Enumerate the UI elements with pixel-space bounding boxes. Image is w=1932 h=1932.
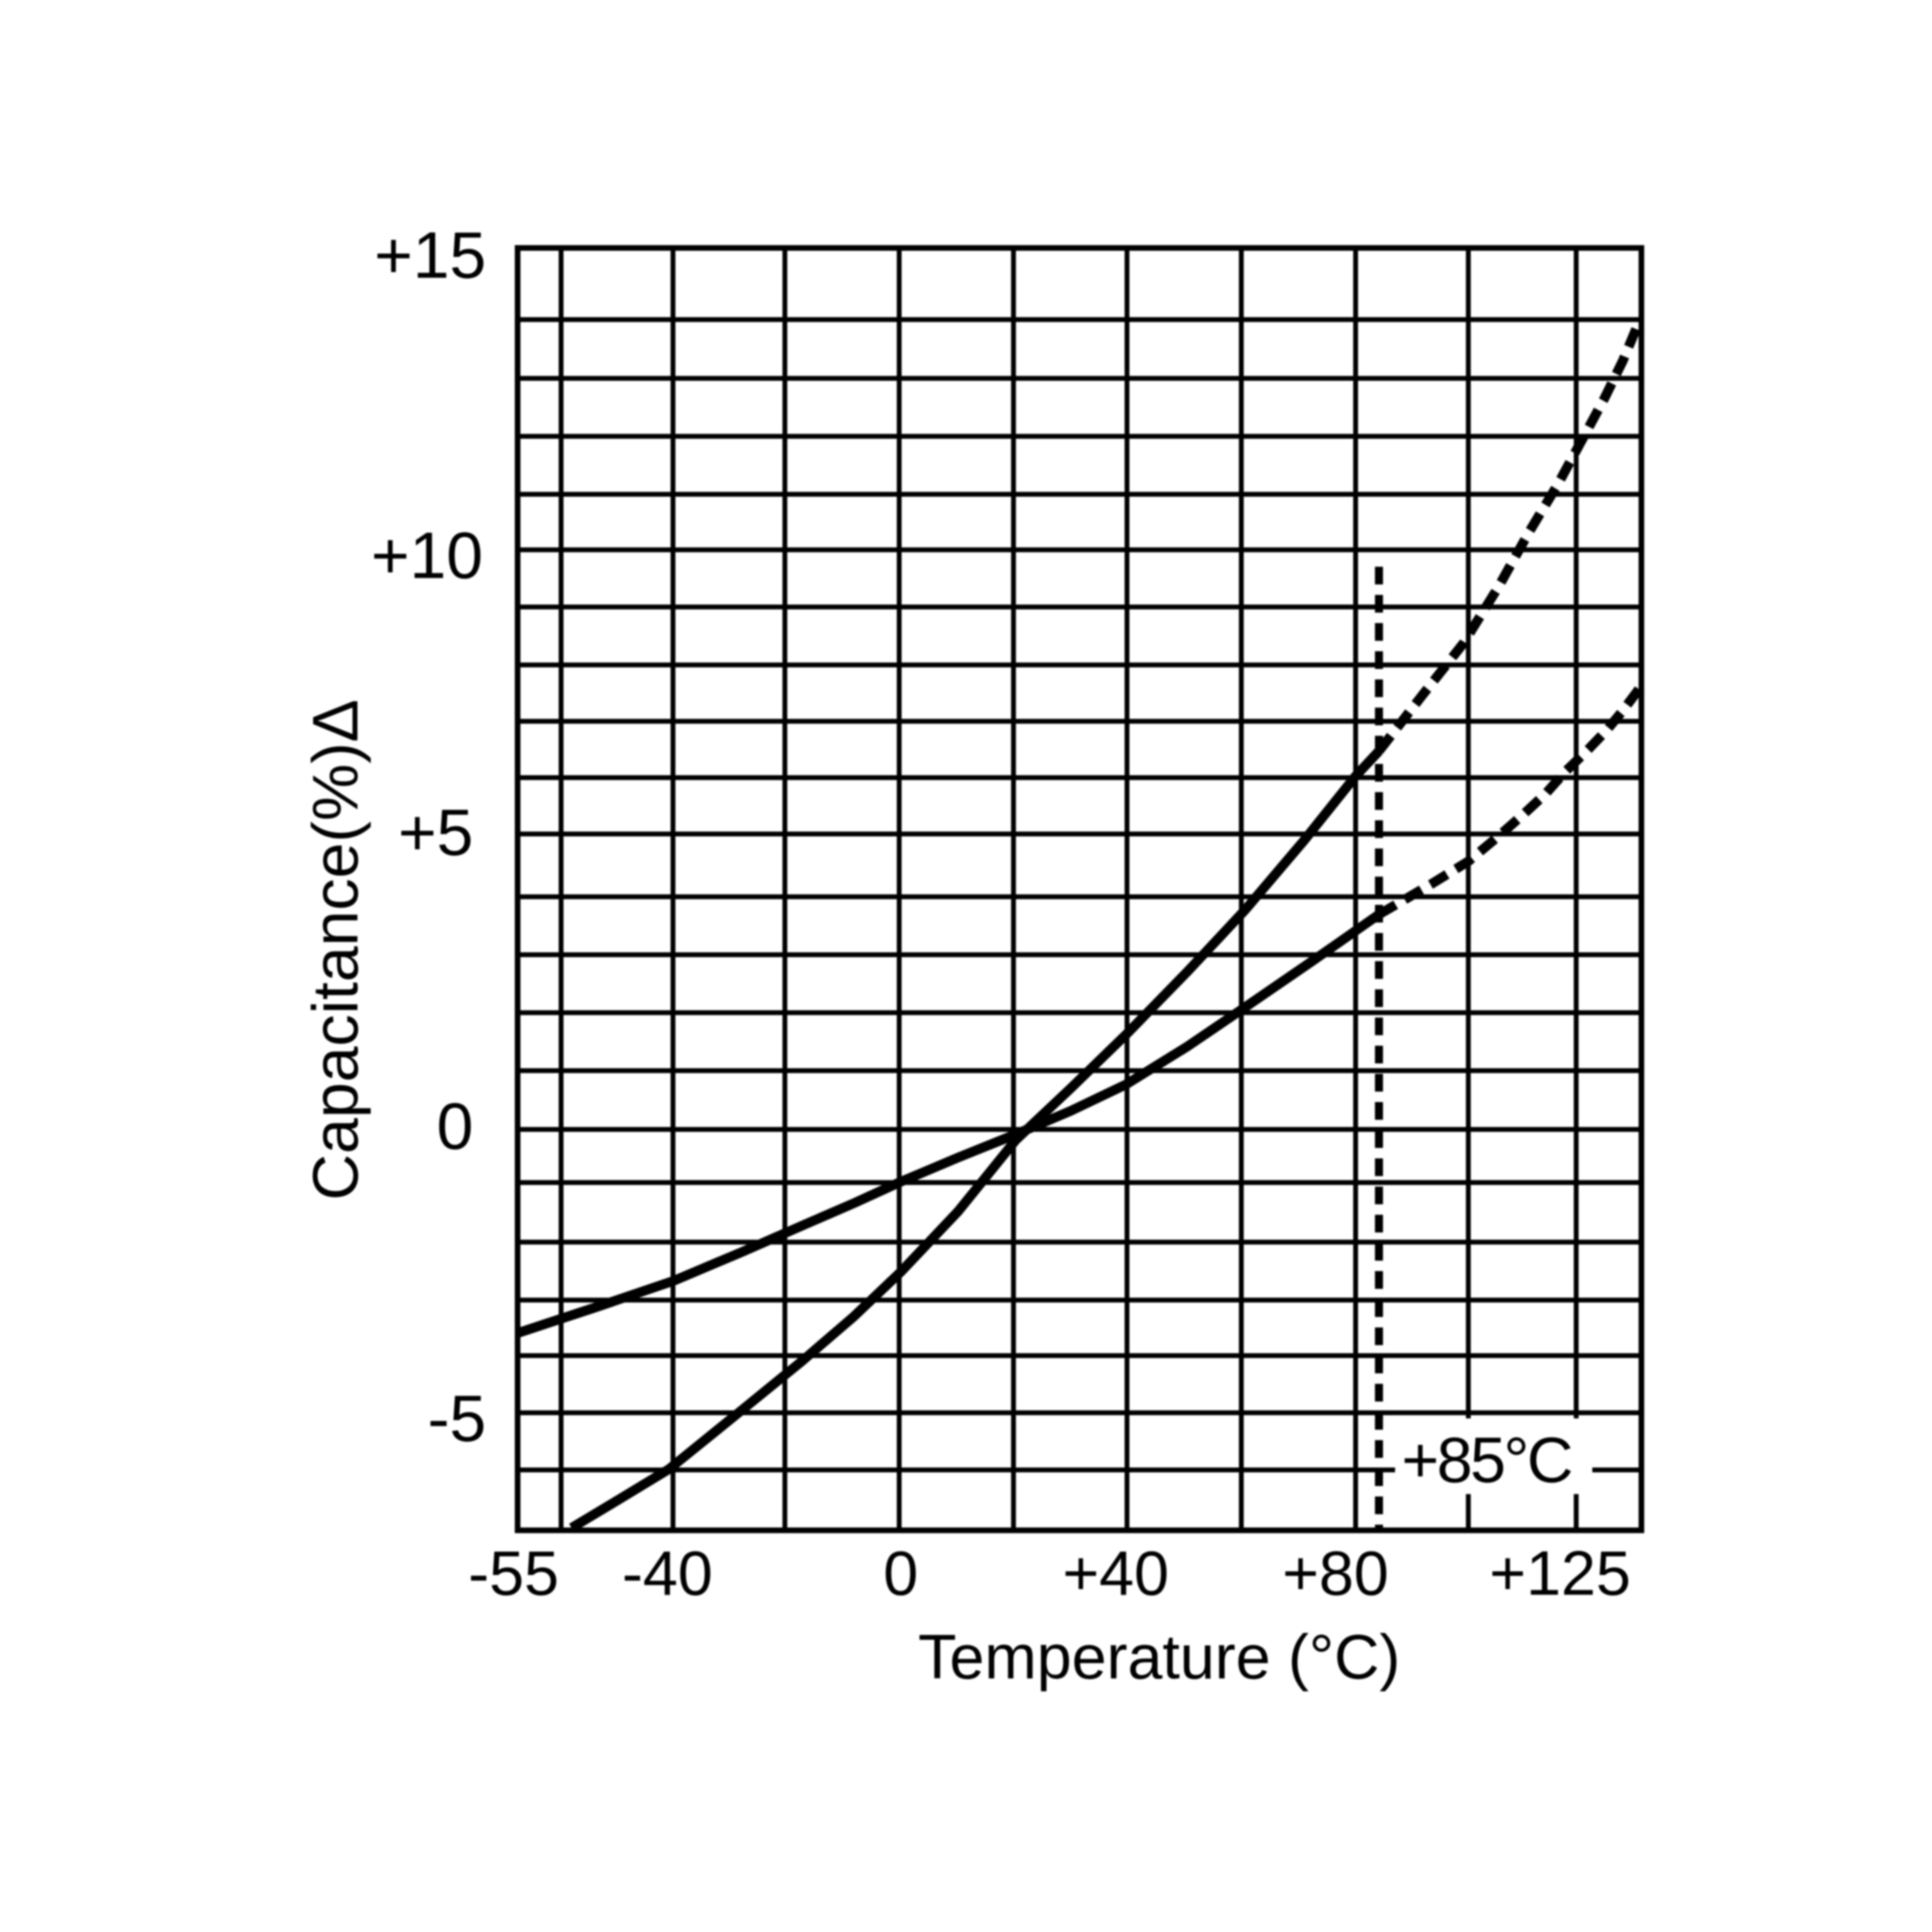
svg-text:Capacitance(%)Δ: Capacitance(%)Δ xyxy=(299,700,371,1201)
svg-text:-40: -40 xyxy=(622,1538,713,1608)
svg-text:0: 0 xyxy=(436,1090,473,1163)
svg-text:+125: +125 xyxy=(1489,1538,1631,1608)
svg-text:+80: +80 xyxy=(1282,1538,1389,1608)
svg-text:Temperature (°C): Temperature (°C) xyxy=(918,1621,1400,1692)
svg-text:+85°C: +85°C xyxy=(1402,1424,1571,1496)
svg-text:+40: +40 xyxy=(1063,1538,1169,1608)
svg-text:+10: +10 xyxy=(371,519,483,592)
svg-text:-5: -5 xyxy=(427,1382,486,1455)
svg-text:-55: -55 xyxy=(469,1538,559,1608)
svg-text:+5: +5 xyxy=(398,796,474,869)
svg-text:0: 0 xyxy=(883,1538,918,1608)
svg-text:+15: +15 xyxy=(374,219,486,292)
